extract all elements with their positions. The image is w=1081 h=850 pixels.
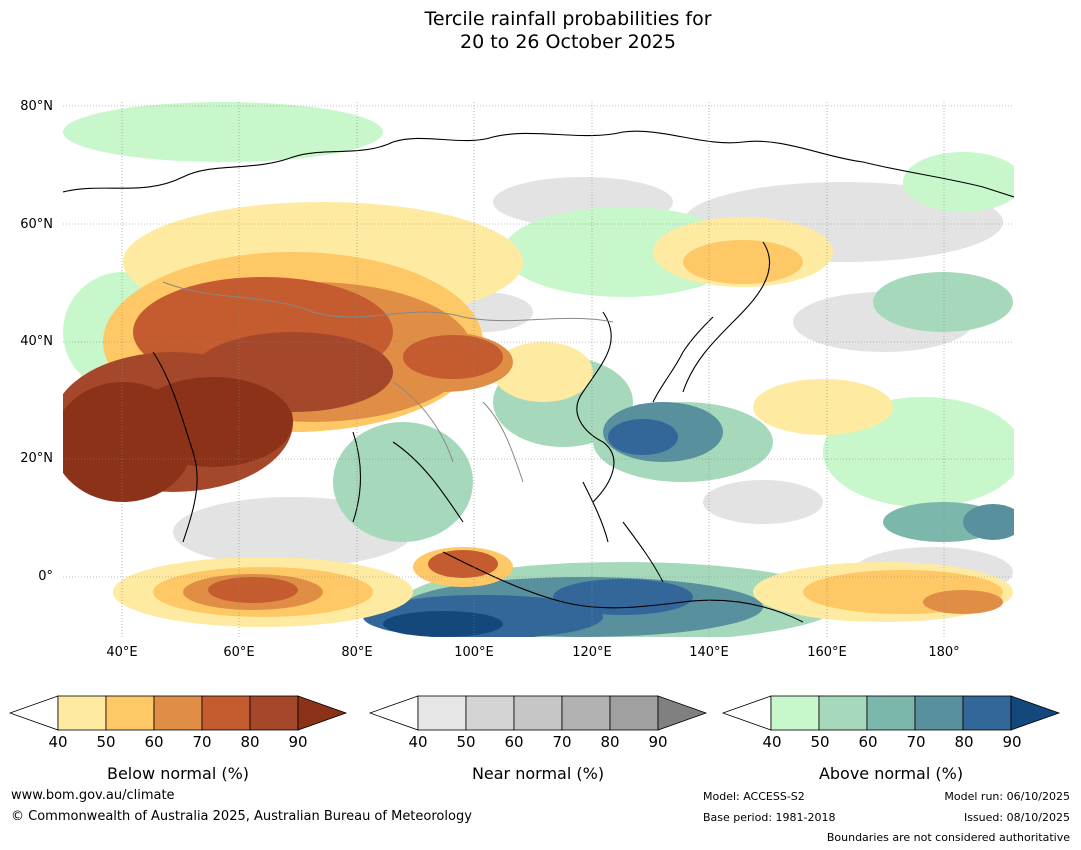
colorbar-extend-low (721, 695, 772, 731)
colorbar-swatch (962, 695, 1012, 731)
colorbar-swatch (818, 695, 868, 731)
lon-label-100e: 100°E (454, 645, 494, 660)
colorbar-swatch (105, 695, 155, 731)
cb-below-tick: 70 (192, 733, 212, 751)
cb-above-tick: 80 (954, 733, 974, 751)
country-borders (162, 281, 614, 483)
colorbar-swatch (57, 695, 107, 731)
colorbar-swatch (770, 695, 820, 731)
cb-above-tick: 50 (810, 733, 830, 751)
below-normal-regions (63, 202, 1013, 627)
above-normal-label: Above normal (%) (818, 764, 964, 783)
lon-label-80e: 80°E (341, 645, 373, 660)
issued-date: Issued: 08/10/2025 (963, 811, 1070, 824)
colorbar-swatch (561, 695, 611, 731)
lon-label-40e: 40°E (106, 645, 138, 660)
colorbar-extend-high (657, 695, 708, 731)
colorbar-swatch (609, 695, 659, 731)
near-normal-label: Near normal (%) (471, 764, 605, 783)
colorbar-extend-low (368, 695, 419, 731)
model-run-date: Model run: 06/10/2025 (944, 790, 1070, 803)
base-period: Base period: 1981-2018 (703, 811, 836, 824)
colorbar-extend-low (8, 695, 59, 731)
cb-near-tick: 70 (552, 733, 572, 751)
cb-below-tick: 60 (144, 733, 164, 751)
colorbar-extend-high (1010, 695, 1061, 731)
map-canvas (63, 102, 1014, 637)
cb-above-tick: 40 (762, 733, 782, 751)
cb-below-tick: 90 (288, 733, 308, 751)
title-line-2: 20 to 26 October 2025 (460, 31, 676, 53)
website-link[interactable]: www.bom.gov.au/climate (11, 788, 175, 803)
cb-above-tick: 70 (906, 733, 926, 751)
colorbar-swatch (417, 695, 467, 731)
colorbar-swatch (201, 695, 251, 731)
rainfall-probability-map (63, 102, 1014, 637)
colorbar-near-normal-swatches (368, 695, 708, 731)
lat-label-60n: 60°N (20, 217, 53, 232)
colorbar-above-normal-swatches (721, 695, 1061, 731)
lat-label-0: 0° (38, 569, 53, 584)
cb-near-tick: 80 (600, 733, 620, 751)
colorbar-above-normal: 40 50 60 70 80 90 (721, 695, 1061, 751)
copyright-notice: © Commonwealth of Australia 2025, Austra… (11, 809, 472, 824)
colorbar-below-normal: 40 50 60 70 80 90 (8, 695, 348, 751)
cb-above-tick: 60 (858, 733, 878, 751)
colorbar-near-normal-ticks: 40 50 60 70 80 90 (370, 733, 707, 753)
lat-label-80n: 80°N (20, 99, 53, 114)
colorbar-swatch (513, 695, 563, 731)
colorbar-swatch (249, 695, 299, 731)
colorbar-below-normal-swatches (8, 695, 348, 731)
cb-below-tick: 40 (48, 733, 68, 751)
lon-label-180: 180° (928, 645, 960, 660)
title-line-1: Tercile rainfall probabilities for (424, 8, 712, 30)
coastlines (63, 130, 1014, 623)
cb-below-tick: 80 (240, 733, 260, 751)
colorbar-below-normal-ticks: 40 50 60 70 80 90 (10, 733, 347, 753)
colorbar-extend-high (297, 695, 348, 731)
colorbar-above-normal-ticks: 40 50 60 70 80 90 (723, 733, 1060, 753)
cb-near-tick: 50 (456, 733, 476, 751)
cb-below-tick: 50 (96, 733, 116, 751)
lat-label-20n: 20°N (20, 451, 53, 466)
cb-near-tick: 40 (408, 733, 428, 751)
lon-label-120e: 120°E (572, 645, 612, 660)
cb-above-tick: 90 (1002, 733, 1022, 751)
map-title: Tercile rainfall probabilities for 20 to… (0, 8, 1081, 54)
graticule (63, 102, 1014, 637)
below-normal-label: Below normal (%) (106, 764, 250, 783)
cb-near-tick: 90 (648, 733, 668, 751)
colorbar-swatch (465, 695, 515, 731)
cb-near-tick: 60 (504, 733, 524, 751)
lon-label-60e: 60°E (223, 645, 255, 660)
lon-label-140e: 140°E (689, 645, 729, 660)
boundaries-disclaimer: Boundaries are not considered authoritat… (826, 831, 1070, 844)
colorbar-near-normal: 40 50 60 70 80 90 (368, 695, 708, 751)
lon-label-160e: 160°E (807, 645, 847, 660)
colorbar-swatch (914, 695, 964, 731)
colorbar-swatch (866, 695, 916, 731)
model-name: Model: ACCESS-S2 (703, 790, 805, 803)
lat-label-40n: 40°N (20, 334, 53, 349)
colorbar-swatch (153, 695, 203, 731)
